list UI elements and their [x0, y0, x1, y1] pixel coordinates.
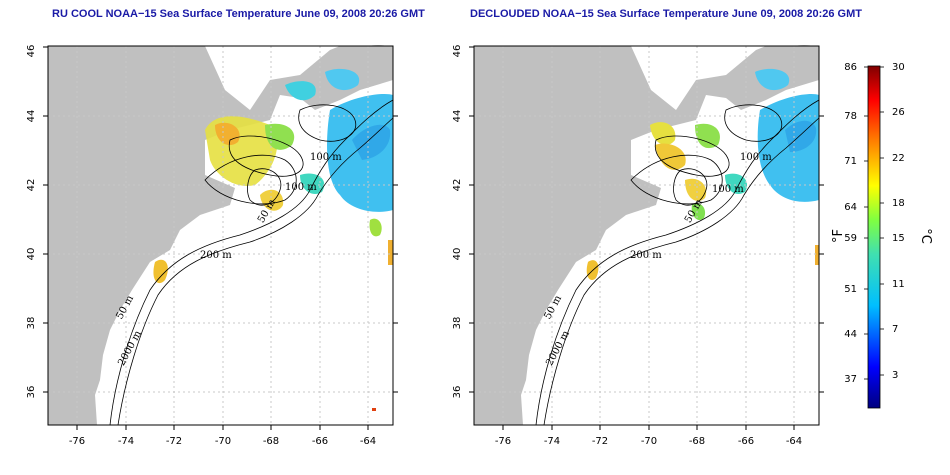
y-tick-label: 38	[26, 317, 37, 330]
contour-label: 100 m	[285, 182, 317, 193]
y-tick-label: 42	[452, 179, 463, 192]
y-tick-label: 38	[452, 317, 463, 330]
grid-lines	[48, 46, 393, 425]
bathymetry-contours	[535, 99, 820, 426]
x-tick-label: -74	[544, 436, 560, 447]
fahrenheit-tick-label: 51	[844, 284, 857, 295]
fahrenheit-tick-label: 71	[844, 156, 857, 167]
contour-label: 100 m	[310, 152, 342, 163]
sst-map-right: 100 m 100 m 50 m 200 m 50 m 2000 m -76 -…	[452, 45, 824, 447]
y-tick-label: 46	[26, 45, 37, 58]
y-tick-label: 44	[452, 110, 463, 123]
fahrenheit-tick-labels: 86 78 71 64 59 51 44 37	[844, 62, 857, 385]
colorbar-ticks	[864, 66, 884, 380]
celsius-tick-label: 22	[892, 153, 905, 164]
sst-map-left: 100 m 100 m 50 m 200 m 50 m 2000 m -76 -…	[26, 45, 398, 447]
x-tick-label: -66	[312, 436, 328, 447]
fahrenheit-tick-label: 59	[844, 233, 857, 244]
y-tick-labels: 36 38 40 42 44 46	[452, 45, 463, 399]
land-area	[474, 45, 819, 425]
fahrenheit-tick-label: 86	[844, 62, 857, 73]
x-tick-label: -70	[641, 436, 657, 447]
fahrenheit-tick-label: 44	[844, 329, 857, 340]
celsius-tick-label: 3	[892, 370, 898, 381]
y-axis	[43, 46, 398, 393]
fahrenheit-tick-label: 64	[844, 202, 857, 213]
celsius-tick-label: 18	[892, 198, 905, 209]
y-tick-label: 44	[26, 110, 37, 123]
celsius-unit-label: °C	[918, 228, 933, 244]
celsius-tick-label: 26	[892, 107, 905, 118]
y-axis	[469, 46, 824, 393]
x-tick-label: -64	[786, 436, 802, 447]
sst-data	[586, 68, 819, 281]
y-tick-label: 40	[26, 248, 37, 261]
contour-label: 100 m	[740, 152, 772, 163]
x-tick-label: -76	[69, 436, 85, 447]
x-axis	[502, 425, 795, 430]
map-title-right: DECLOUDED NOAA−15 Sea Surface Temperatur…	[470, 8, 862, 20]
map-title-left: RU COOL NOAA−15 Sea Surface Temperature …	[52, 8, 425, 20]
celsius-tick-label: 15	[892, 233, 905, 244]
y-tick-label: 36	[26, 386, 37, 399]
contour-label: 200 m	[630, 250, 662, 261]
land-area	[48, 45, 393, 425]
temperature-colorbar: 86 78 71 64 59 51 44 37 30 26 22 18 15 1…	[831, 62, 933, 409]
colorbar-gradient	[867, 65, 881, 409]
y-tick-label: 42	[26, 179, 37, 192]
x-tick-label: -68	[263, 436, 279, 447]
x-tick-label: -64	[360, 436, 376, 447]
fahrenheit-tick-label: 78	[844, 111, 857, 122]
celsius-tick-label: 11	[892, 279, 905, 290]
map-frame	[473, 45, 820, 426]
y-tick-label: 46	[452, 45, 463, 58]
bathymetry-contours	[109, 99, 394, 426]
map-frame	[47, 45, 394, 426]
celsius-tick-label: 30	[892, 62, 905, 73]
contour-label: 200 m	[200, 250, 232, 261]
x-tick-label: -68	[689, 436, 705, 447]
y-tick-labels: 36 38 40 42 44 46	[26, 45, 37, 399]
grid-lines	[474, 46, 819, 425]
contour-label: 100 m	[712, 184, 744, 195]
x-tick-label: -70	[215, 436, 231, 447]
x-tick-label: -72	[166, 436, 182, 447]
x-tick-label: -66	[738, 436, 754, 447]
x-tick-label: -74	[118, 436, 134, 447]
x-tick-labels: -76 -74 -72 -70 -68 -66 -64	[495, 436, 802, 447]
x-tick-label: -76	[495, 436, 511, 447]
x-axis	[76, 425, 369, 430]
y-tick-label: 40	[452, 248, 463, 261]
x-tick-labels: -76 -74 -72 -70 -68 -66 -64	[69, 436, 376, 447]
celsius-tick-label: 7	[892, 324, 898, 335]
fahrenheit-tick-label: 37	[844, 374, 857, 385]
celsius-tick-labels: 30 26 22 18 15 11 7 3	[892, 62, 905, 381]
y-tick-label: 36	[452, 386, 463, 399]
fahrenheit-unit-label: °F	[831, 229, 846, 243]
x-tick-label: -72	[592, 436, 608, 447]
